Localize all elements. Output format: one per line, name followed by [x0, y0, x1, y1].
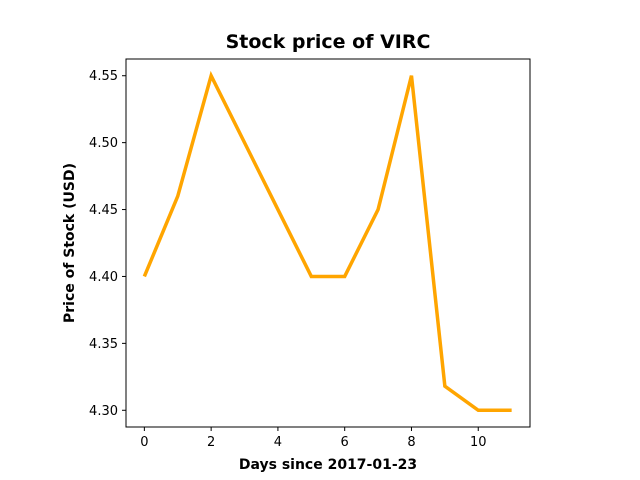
x-axis-ticks: 0 2 4 6 8 10: [140, 427, 487, 450]
x-axis-label: Days since 2017-01-23: [239, 457, 417, 473]
y-tick-label: 4.40: [89, 270, 118, 285]
plot-area: [142, 70, 512, 413]
chart-title: Stock price of VIRC: [226, 31, 431, 53]
y-tick-label: 4.55: [89, 69, 118, 84]
x-tick-label: 4: [274, 435, 282, 450]
series-line: [142, 70, 512, 413]
x-tick-label: 0: [140, 435, 148, 450]
plot-frame: [125, 58, 531, 428]
y-tick-label: 4.30: [89, 404, 118, 419]
y-tick-label: 4.50: [89, 136, 118, 151]
y-axis-ticks: 4.30 4.35 4.40 4.45 4.50 4.55: [89, 69, 126, 419]
x-tick-label: 8: [407, 435, 415, 450]
y-axis-label: Price of Stock (USD): [62, 163, 78, 323]
x-tick-label: 10: [470, 435, 487, 450]
x-tick-label: 6: [341, 435, 349, 450]
y-tick-label: 4.45: [89, 203, 118, 218]
y-tick-label: 4.35: [89, 337, 118, 352]
x-tick-label: 2: [207, 435, 215, 450]
